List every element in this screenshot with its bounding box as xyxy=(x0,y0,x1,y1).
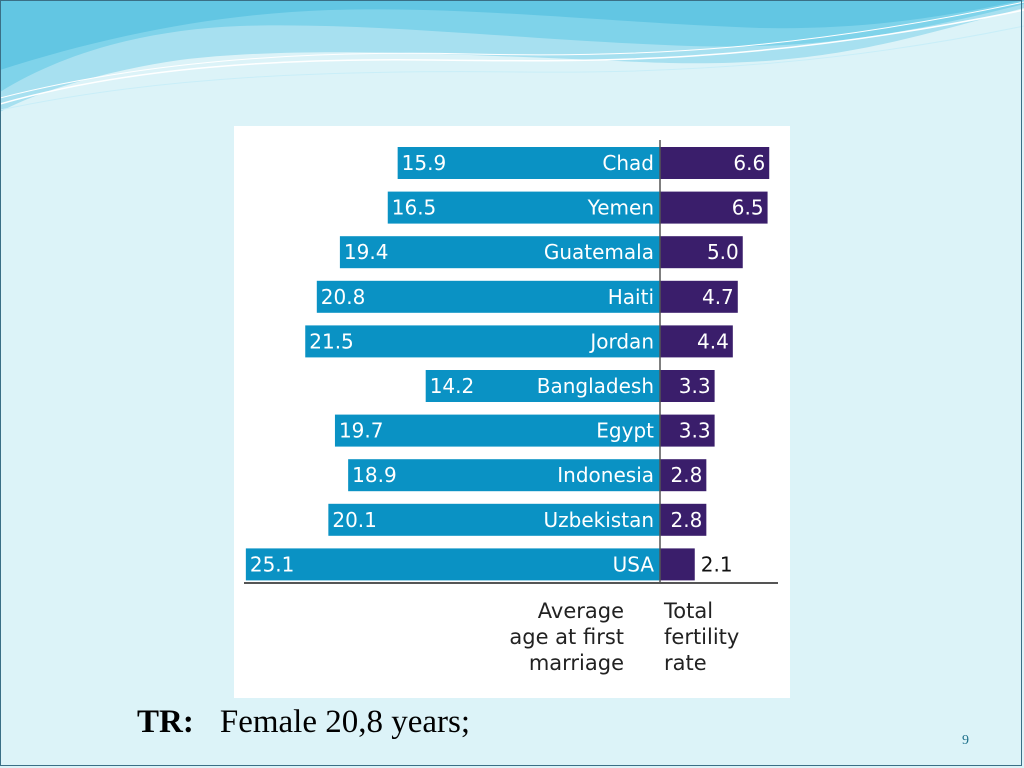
fertility-bar-jordan xyxy=(660,325,733,358)
footer-text: Female 20,8 years; xyxy=(219,704,471,740)
header-wave-decoration xyxy=(0,0,1024,112)
age-bar-guatemala xyxy=(339,236,660,269)
country-label-usa: USA xyxy=(613,552,655,576)
age-bar-usa xyxy=(245,548,660,581)
country-label-yemen: Yemen xyxy=(587,196,654,220)
fertility-value-label-yemen: 6.5 xyxy=(732,196,764,220)
fertility-bar-usa xyxy=(660,548,695,581)
fertility-bar-haiti xyxy=(660,280,738,313)
age-axis-label-line-3: marriage xyxy=(529,651,624,675)
fertility-bar-egypt xyxy=(660,414,715,447)
age-value-label-guatemala: 19.4 xyxy=(344,240,389,264)
fertility-axis-label-line-1: Total xyxy=(663,599,713,623)
age-bar-haiti xyxy=(316,280,660,313)
fertility-value-label-usa: 2.1 xyxy=(701,552,733,576)
fertility-bar-yemen xyxy=(660,191,768,224)
age-bar-uzbekistan xyxy=(328,503,660,536)
country-label-bangladesh: Bangladesh xyxy=(537,374,654,398)
age-value-label-usa: 25.1 xyxy=(250,552,295,576)
country-label-egypt: Egypt xyxy=(596,419,654,443)
age-bar-jordan xyxy=(305,325,660,358)
fertility-bar-indonesia xyxy=(660,459,707,492)
country-label-uzbekistan: Uzbekistan xyxy=(544,508,654,532)
age-value-label-chad: 15.9 xyxy=(402,151,447,175)
age-value-label-yemen: 16.5 xyxy=(392,196,437,220)
age-value-label-indonesia: 18.9 xyxy=(352,463,397,487)
fertility-axis-label-line-2: fertility xyxy=(664,625,739,649)
age-value-label-bangladesh: 14.2 xyxy=(430,374,475,398)
fertility-axis-label-line-3: rate xyxy=(664,651,707,675)
footer-prefix: TR: xyxy=(137,704,194,740)
fertility-value-label-bangladesh: 3.3 xyxy=(679,374,711,398)
fertility-value-label-indonesia: 2.8 xyxy=(671,463,703,487)
age-value-label-jordan: 21.5 xyxy=(309,329,354,353)
age-bar-egypt xyxy=(334,414,660,447)
age-bar-bangladesh xyxy=(425,370,660,402)
fertility-bar-uzbekistan xyxy=(660,503,707,536)
country-label-jordan: Jordan xyxy=(588,329,654,353)
age-bar-yemen xyxy=(387,191,660,224)
fertility-bar-chad xyxy=(660,147,770,179)
age-bar-chad xyxy=(397,147,660,179)
fertility-value-label-guatemala: 5.0 xyxy=(707,240,739,264)
slide-number: 9 xyxy=(962,733,969,748)
fertility-bar-bangladesh xyxy=(660,370,715,402)
age-axis-label-line-2: age at first xyxy=(509,625,624,649)
fertility-value-label-uzbekistan: 2.8 xyxy=(671,508,703,532)
country-label-chad: Chad xyxy=(602,151,654,175)
age-value-label-uzbekistan: 20.1 xyxy=(332,508,377,532)
age-bar-indonesia xyxy=(348,459,660,492)
footer-note: TR: Female 20,8 years; xyxy=(137,704,470,741)
age-value-label-egypt: 19.7 xyxy=(339,419,384,443)
age-value-label-haiti: 20.8 xyxy=(321,285,366,309)
country-label-guatemala: Guatemala xyxy=(544,240,654,264)
country-label-indonesia: Indonesia xyxy=(557,463,654,487)
country-label-haiti: Haiti xyxy=(608,285,654,309)
chart: 15.9 Chad 6.6 16.5 Yemen 6.5 19.4 Guatemala 5.0 2… xyxy=(234,126,790,698)
age-axis-label-line-1: Average xyxy=(538,599,624,623)
fertility-value-label-egypt: 3.3 xyxy=(679,419,711,443)
fertility-value-label-haiti: 4.7 xyxy=(702,285,734,309)
fertility-value-label-jordan: 4.4 xyxy=(697,329,729,353)
fertility-bar-guatemala xyxy=(660,236,743,269)
fertility-value-label-chad: 6.6 xyxy=(733,151,765,175)
